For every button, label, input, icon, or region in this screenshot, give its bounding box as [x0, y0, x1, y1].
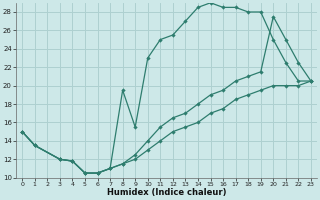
- X-axis label: Humidex (Indice chaleur): Humidex (Indice chaleur): [107, 188, 226, 197]
